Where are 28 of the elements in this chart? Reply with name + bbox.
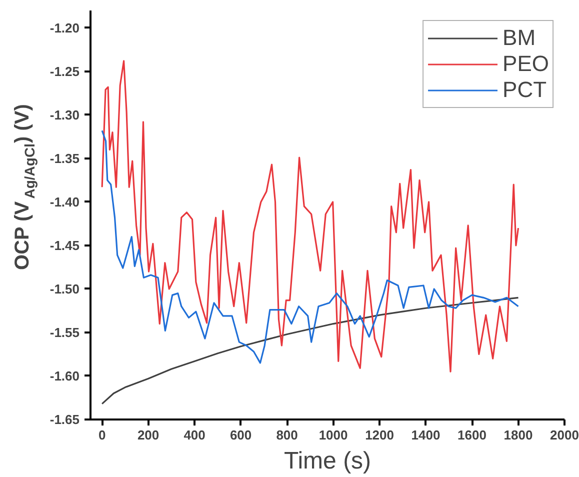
line-series [101,296,520,405]
x-tick-label: 1200 [365,428,394,442]
legend-label: PEO [502,51,549,77]
y-tick-label: -1.40 [50,194,80,210]
y-tick-label: -1.20 [50,20,80,36]
x-tick-label: 800 [276,428,298,442]
x-tick-label: 1000 [318,428,348,442]
x-axis-title: Time (s) [284,448,372,474]
y-tick-label: -1.60 [50,368,80,384]
y-tick-label: -1.30 [50,107,80,122]
x-tick-label: 400 [184,428,206,442]
y-axis-title: OCP (VAg/AgCl) (V) [12,104,38,270]
y-tick-label: -1.55 [50,324,80,340]
y-tick-label: -1.45 [50,238,80,253]
x-tick-label: 200 [137,428,160,442]
y-tick-label: -1.50 [50,281,80,296]
legend-label: BM [502,25,536,51]
x-tick-label: 0 [98,428,106,442]
x-tick-label: 600 [230,428,252,442]
x-tick-label: 1400 [411,428,440,442]
x-tick-label: 1800 [504,428,533,442]
line-series [101,130,520,364]
legend-label: PCT [502,77,547,103]
y-tick-label: -1.25 [50,64,80,79]
x-tick-label: 2000 [550,428,579,442]
y-tick-label: -1.65 [50,412,80,427]
y-tick-label: -1.35 [50,150,80,166]
x-tick-label: 1600 [458,428,486,442]
